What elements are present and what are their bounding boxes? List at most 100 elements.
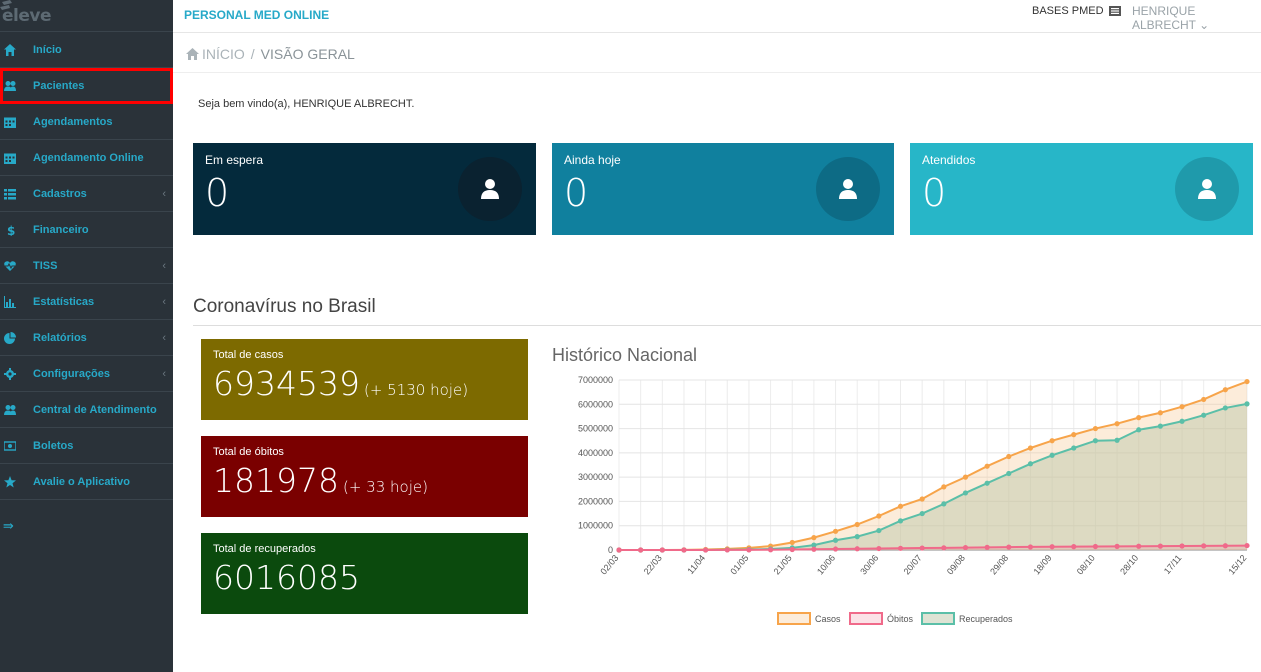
sidebar-item-label: Boletos — [33, 439, 74, 452]
stat-attended[interactable]: Atendidos 0 — [910, 143, 1253, 235]
sidebar-item-label: Agendamentos — [33, 115, 113, 128]
data-point — [1201, 543, 1207, 549]
data-point — [897, 518, 904, 524]
legend-label: Óbitos — [887, 614, 914, 624]
data-point — [941, 545, 947, 551]
y-tick-label: 4000000 — [578, 448, 613, 458]
gear-icon — [3, 367, 17, 381]
data-point — [962, 490, 969, 496]
sidebar-item-label: Estatísticas — [33, 295, 95, 308]
logo[interactable]: eleve — [0, 0, 173, 32]
x-tick-label: 28/10 — [1118, 553, 1140, 577]
svg-text:$: $ — [7, 224, 15, 236]
deaths-label: Total de óbitos — [213, 446, 284, 458]
data-point — [767, 547, 774, 553]
home-icon — [186, 48, 199, 60]
data-point — [876, 545, 882, 552]
x-tick-label: 29/08 — [988, 553, 1010, 577]
x-tick-label: 08/10 — [1075, 553, 1097, 577]
sidebar-item-estatisticas[interactable]: Estatísticas ‹ — [0, 284, 173, 320]
x-tick-label: 11/04 — [685, 553, 707, 576]
data-point — [1006, 470, 1012, 477]
legend-label: Recuperados — [959, 614, 1013, 624]
x-tick-label: 18/09 — [1031, 553, 1053, 577]
user-menu[interactable]: HENRIQUE ALBRECHT ⌄ — [1132, 4, 1210, 32]
user-icon — [458, 157, 522, 221]
data-point — [1092, 425, 1099, 432]
sidebar-item-financeiro[interactable]: $ Financeiro — [0, 212, 173, 248]
home-icon — [3, 43, 17, 57]
recovered-value: 6016085 — [213, 558, 360, 597]
breadcrumb-home[interactable]: INÍCIO — [202, 46, 245, 62]
data-point — [897, 503, 904, 509]
data-point — [1027, 445, 1034, 451]
data-point — [1049, 438, 1055, 444]
data-point — [854, 534, 860, 540]
total-deaths-box: Total de óbitos 181978 (+ 33 hoje) — [201, 436, 528, 517]
chart-title: Histórico Nacional — [552, 345, 698, 365]
sidebar-item-agendamento-online[interactable]: Agendamento Online — [0, 140, 173, 176]
sidebar-item-central-de-atendimento[interactable]: Central de Atendimento — [0, 392, 173, 428]
stat-waiting[interactable]: Em espera 0 — [193, 143, 536, 235]
data-point — [832, 537, 839, 543]
sidebar: eleve Início Pacientes Agendamentos Agendam… — [0, 0, 173, 672]
sidebar-item-agendamentos[interactable]: Agendamentos — [0, 104, 173, 140]
data-point — [1179, 543, 1185, 549]
data-point — [876, 513, 882, 519]
calendar-icon — [3, 151, 17, 165]
legend-swatch — [921, 612, 955, 625]
sidebar-item-tiss[interactable]: TISS ‹ — [0, 248, 173, 284]
data-point — [1006, 544, 1012, 550]
data-point — [1027, 544, 1034, 550]
data-point — [1244, 542, 1250, 549]
database-icon[interactable] — [1109, 6, 1121, 16]
stat-today[interactable]: Ainda hoje 0 — [552, 143, 894, 235]
sidebar-item-cadastros[interactable]: Cadastros ‹ — [0, 176, 173, 212]
users-icon — [3, 403, 17, 417]
bases-selector[interactable]: BASES PMED — [1032, 5, 1104, 17]
covid-divider — [193, 325, 1261, 326]
cases-label: Total de casos — [213, 349, 284, 361]
star-icon — [3, 475, 17, 489]
sidebar-item-label: Pacientes — [33, 79, 85, 92]
data-point — [1244, 401, 1250, 407]
x-tick-label: 30/06 — [858, 553, 880, 577]
data-point — [789, 539, 795, 546]
total-recovered-box: Total de recuperados 6016085 — [201, 533, 528, 614]
chevron-left-icon: ‹ — [162, 188, 166, 200]
sidebar-item-relatorios[interactable]: Relatórios ‹ — [0, 320, 173, 356]
data-point — [962, 544, 969, 551]
x-tick-label: 02/03 — [598, 553, 620, 577]
sidebar-item-pacientes[interactable]: Pacientes — [0, 68, 173, 104]
welcome-message: Seja bem vindo(a), HENRIQUE ALBRECHT. — [198, 98, 415, 110]
x-tick-label: 15/12 — [1226, 553, 1248, 577]
data-point — [811, 546, 817, 552]
sidebar-item-avalie-o-aplicativo[interactable]: Avalie o Aplicativo — [0, 464, 173, 500]
data-point — [724, 547, 730, 553]
data-point — [832, 528, 839, 534]
sidebar-item-label: TISS — [33, 259, 58, 272]
data-point — [1049, 452, 1055, 458]
sidebar-item-configuracoes[interactable]: Configurações ‹ — [0, 356, 173, 392]
chevron-left-icon: ‹ — [162, 296, 166, 308]
x-tick-label: 20/07 — [902, 553, 924, 577]
sidebar-item-boletos[interactable]: Boletos — [0, 428, 173, 464]
list-icon — [3, 187, 17, 201]
brand-title[interactable]: PERSONAL MED ONLINE — [184, 8, 330, 22]
cases-value: 6934539 — [213, 364, 360, 403]
series-area-2 — [619, 403, 1247, 550]
recovered-label: Total de recuperados — [213, 543, 316, 555]
sidebar-item-label: Central de Atendimento — [33, 403, 157, 416]
data-point — [659, 547, 665, 553]
sidebar-item-inicio[interactable]: Início — [0, 32, 173, 68]
data-point — [1071, 445, 1077, 451]
data-point — [854, 546, 860, 552]
data-point — [789, 546, 795, 553]
data-point — [1136, 427, 1142, 433]
bar-chart-icon — [3, 295, 17, 309]
x-tick-label: 22/03 — [642, 553, 664, 577]
logo-mark-icon — [0, 0, 12, 10]
data-point — [832, 546, 839, 552]
data-point — [1222, 387, 1228, 393]
collapse-sidebar-icon[interactable]: ⇛ — [3, 518, 14, 533]
